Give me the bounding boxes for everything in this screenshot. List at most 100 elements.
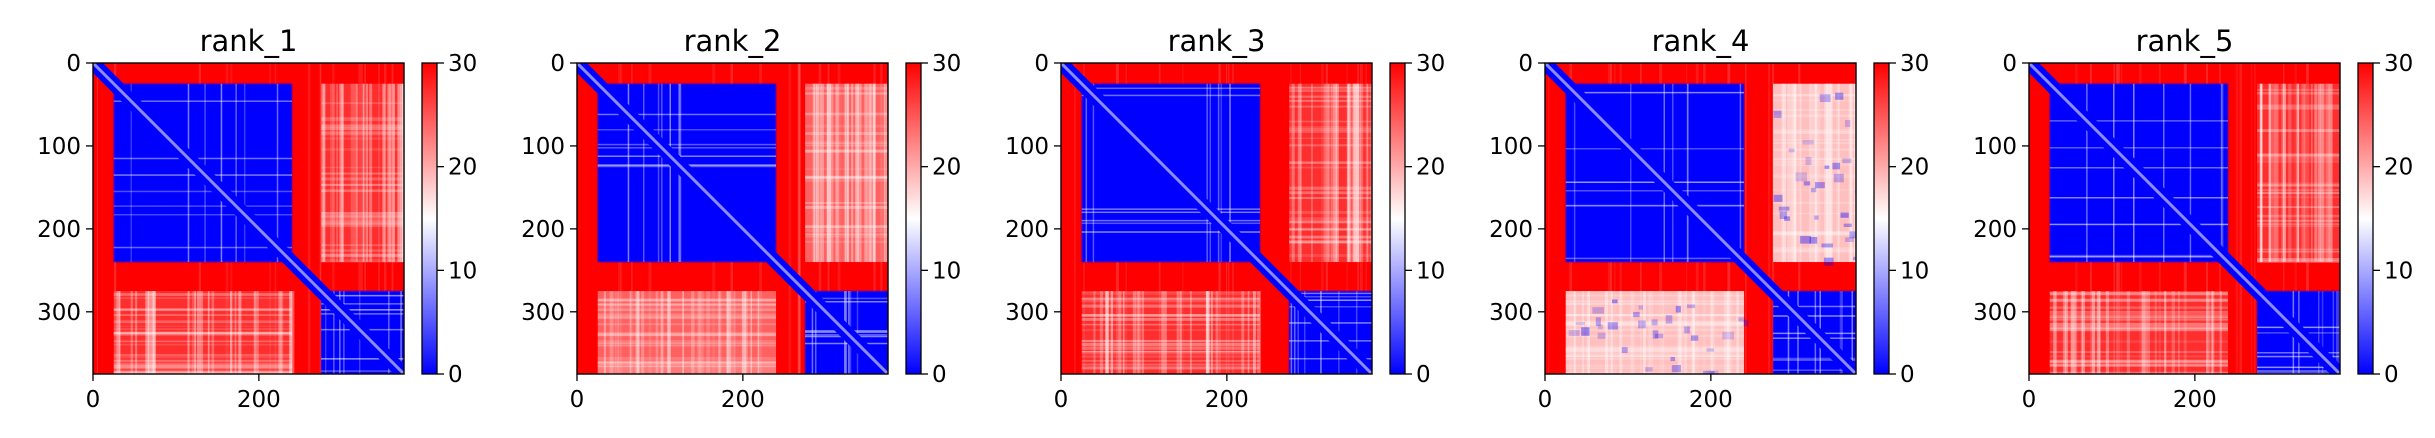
texture-streak xyxy=(597,299,777,302)
colorbar-tick-label: 0 xyxy=(2384,362,2399,388)
texture-streak xyxy=(113,297,293,299)
texture-streak xyxy=(1118,291,1122,374)
texture-streak xyxy=(660,291,664,374)
texture-streak xyxy=(2049,340,2229,343)
texture-streak xyxy=(194,291,197,374)
texture-patch xyxy=(1675,305,1681,313)
texture-streak xyxy=(1773,138,1856,141)
colorbar-tick-label: 20 xyxy=(932,155,961,181)
texture-streak xyxy=(1289,89,1372,93)
block-stripe xyxy=(1289,305,1372,308)
texture-streak xyxy=(400,83,404,263)
texture-streak xyxy=(2049,322,2229,326)
texture-patch xyxy=(1597,332,1606,339)
texture-streak xyxy=(1773,232,1856,236)
texture-streak xyxy=(1289,191,1372,195)
texture-streak xyxy=(365,83,369,263)
block-stripe xyxy=(2257,351,2340,354)
texture-streak xyxy=(597,342,777,345)
texture-patch xyxy=(1779,211,1787,219)
panel-title: rank_5 xyxy=(2136,24,2234,58)
texture-patch xyxy=(1621,347,1628,354)
texture-streak xyxy=(2257,106,2340,109)
texture-streak xyxy=(1773,114,1856,118)
block-stripe xyxy=(333,291,335,374)
y-tick-label: 0 xyxy=(66,51,81,77)
texture-streak xyxy=(1081,347,1261,350)
block-stripe xyxy=(1209,83,1212,263)
texture-streak xyxy=(113,308,293,311)
texture-streak xyxy=(1726,291,1730,374)
inter-block-region xyxy=(2257,83,2340,263)
block-stripe xyxy=(1092,83,1095,263)
block-stripe xyxy=(321,370,404,372)
block-stripe xyxy=(597,143,777,146)
texture-streak xyxy=(1565,354,1745,357)
texture-streak xyxy=(2235,63,2239,374)
texture-patch xyxy=(1652,330,1659,339)
texture-streak xyxy=(805,113,888,115)
texture-patch xyxy=(1849,231,1856,239)
texture-streak xyxy=(187,291,190,374)
texture-streak xyxy=(1289,240,1372,244)
texture-streak xyxy=(1299,63,1302,374)
texture-streak xyxy=(2143,291,2146,374)
texture-streak xyxy=(2210,291,2213,374)
texture-streak xyxy=(113,353,293,356)
texture-streak xyxy=(1814,83,1818,263)
texture-streak xyxy=(1773,201,1856,204)
texture-streak xyxy=(1289,197,1372,200)
texture-streak xyxy=(339,83,341,263)
texture-streak xyxy=(360,63,363,374)
block-stripe xyxy=(113,157,293,160)
texture-streak xyxy=(321,137,404,140)
texture-streak xyxy=(1359,83,1362,263)
texture-streak xyxy=(113,372,293,374)
texture-streak xyxy=(614,291,617,374)
texture-streak xyxy=(362,83,365,263)
texture-streak xyxy=(1683,291,1687,374)
texture-streak xyxy=(1289,128,1372,131)
texture-streak xyxy=(321,244,404,247)
texture-patch xyxy=(1805,157,1812,166)
texture-streak xyxy=(629,291,632,374)
texture-streak xyxy=(2141,291,2144,374)
y-tick-label: 0 xyxy=(2002,51,2017,77)
texture-patch xyxy=(1654,333,1664,339)
texture-streak xyxy=(757,291,760,374)
colorbar-tick-label: 0 xyxy=(448,362,463,388)
texture-streak xyxy=(1582,291,1584,374)
texture-streak xyxy=(1081,342,1261,346)
texture-streak xyxy=(153,291,156,374)
colorbar-tick-label: 10 xyxy=(2384,258,2413,284)
texture-streak xyxy=(2283,63,2285,374)
texture-streak xyxy=(858,83,862,263)
texture-streak xyxy=(1081,304,1261,308)
texture-streak xyxy=(1789,83,1794,263)
y-tick-label: 100 xyxy=(1489,134,1533,160)
texture-streak xyxy=(1565,364,1745,368)
texture-patch xyxy=(1684,326,1690,334)
texture-streak xyxy=(1798,63,1801,374)
texture-streak xyxy=(1773,188,1856,191)
block-stripe xyxy=(2049,196,2229,199)
texture-streak xyxy=(1081,366,1261,370)
block-stripe xyxy=(2221,83,2224,263)
texture-streak xyxy=(96,63,98,374)
texture-streak xyxy=(2317,83,2320,263)
texture-streak xyxy=(1289,210,1372,214)
texture-streak xyxy=(805,86,888,90)
texture-streak xyxy=(873,83,876,263)
texture-streak xyxy=(2049,291,2229,296)
block-stripe xyxy=(324,291,327,374)
texture-streak xyxy=(321,172,404,175)
block-stripe xyxy=(597,113,777,116)
texture-streak xyxy=(726,291,729,374)
texture-streak xyxy=(1773,131,1856,134)
texture-streak xyxy=(641,291,645,374)
texture-streak xyxy=(1643,291,1646,374)
texture-streak xyxy=(826,83,831,263)
diagonal-line xyxy=(1061,63,1372,374)
texture-streak xyxy=(113,332,293,334)
block-stripe xyxy=(669,83,672,263)
